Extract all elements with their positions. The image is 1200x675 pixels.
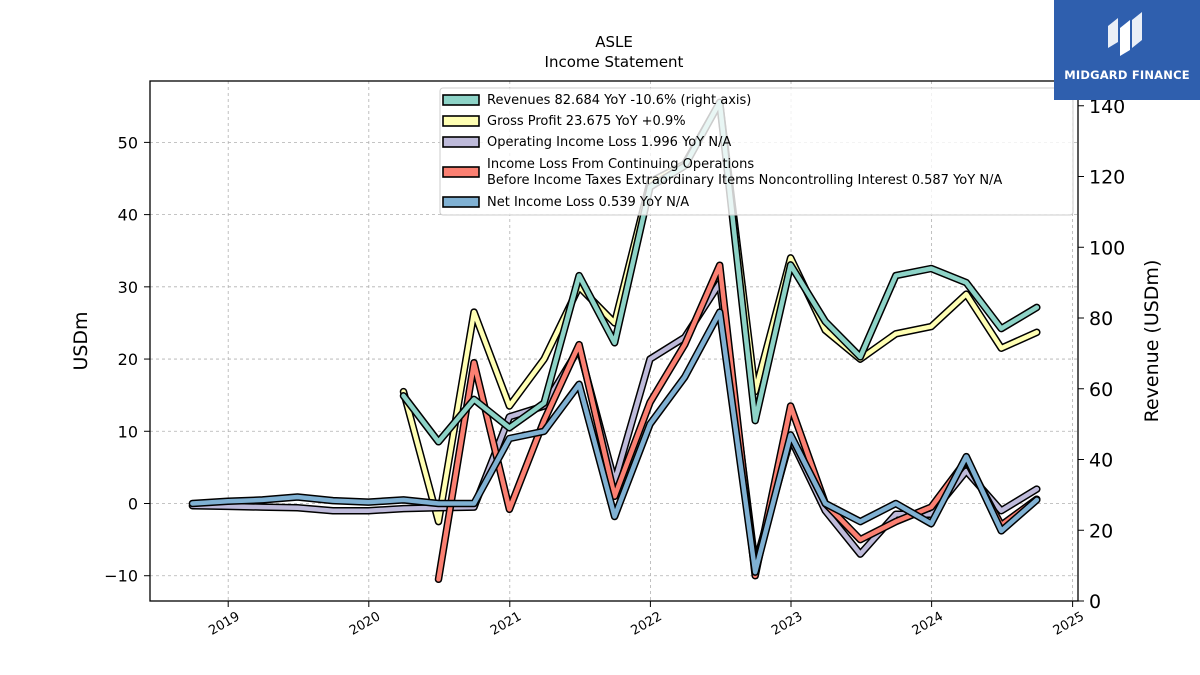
legend-label: Before Income Taxes Extraordinary Items … <box>487 173 1002 188</box>
y2-tick-label: 0 <box>1089 591 1101 613</box>
brand-logo-icon <box>1108 12 1142 56</box>
x-tick-label: 2023 <box>769 609 805 639</box>
legend-box <box>439 87 1074 216</box>
legend-swatch <box>442 196 480 208</box>
y2-tick-label: 60 <box>1089 379 1113 401</box>
y-tick-label: 0 <box>128 495 138 514</box>
y2-tick-label: 100 <box>1089 237 1125 259</box>
legend-label: Income Loss From Continuing Operations <box>487 157 754 172</box>
y2-tick-label: 20 <box>1089 520 1113 542</box>
legend-label: Net Income Loss 0.539 YoY N/A <box>487 195 689 210</box>
x-tick-label: 2024 <box>910 609 946 639</box>
x-tick-label: 2022 <box>629 609 665 639</box>
legend-swatch <box>442 166 480 178</box>
x-tick-label: 2020 <box>347 609 383 639</box>
y-tick-label: 30 <box>118 278 138 297</box>
legend-swatch <box>442 115 480 127</box>
chart-subtitle: Income Statement <box>545 53 684 71</box>
plot-frame <box>149 80 1079 602</box>
y2-tick-label: 80 <box>1089 308 1113 330</box>
legend-label: Gross Profit 23.675 YoY +0.9% <box>487 114 686 129</box>
y-tick-label: −10 <box>104 567 138 586</box>
series-layer <box>188 98 1041 584</box>
x-tick-label: 2025 <box>1051 609 1087 639</box>
y-axis-label: USDm <box>70 311 92 370</box>
y2-axis-label: Revenue (USDm) <box>1141 260 1163 423</box>
series-outline <box>188 308 1041 576</box>
y-tick-label: 40 <box>118 206 138 225</box>
y-tick-label: 10 <box>118 422 138 441</box>
y-tick-label: 20 <box>118 350 138 369</box>
chart-title: ASLE <box>595 33 633 51</box>
brand-name: MIDGARD FINANCE <box>1064 68 1190 82</box>
y2-tick-label: 120 <box>1089 167 1125 189</box>
y2-tick-label: 140 <box>1089 96 1125 118</box>
y-tick-label: 50 <box>118 133 138 152</box>
series-line <box>190 309 1040 575</box>
y2-tick-label: 40 <box>1089 450 1113 472</box>
legend-label: Revenues 82.684 YoY -10.6% (right axis) <box>487 93 751 108</box>
legend-label: Operating Income Loss 1.996 YoY N/A <box>487 135 731 150</box>
brand-logo: MIDGARD FINANCE <box>1054 0 1200 100</box>
legend-swatch <box>442 136 480 148</box>
legend: Revenues 82.684 YoY -10.6% (right axis) G… <box>439 87 1074 216</box>
x-tick-label: 2019 <box>206 609 242 639</box>
x-tick-label: 2021 <box>488 609 524 639</box>
legend-swatch <box>442 94 480 106</box>
